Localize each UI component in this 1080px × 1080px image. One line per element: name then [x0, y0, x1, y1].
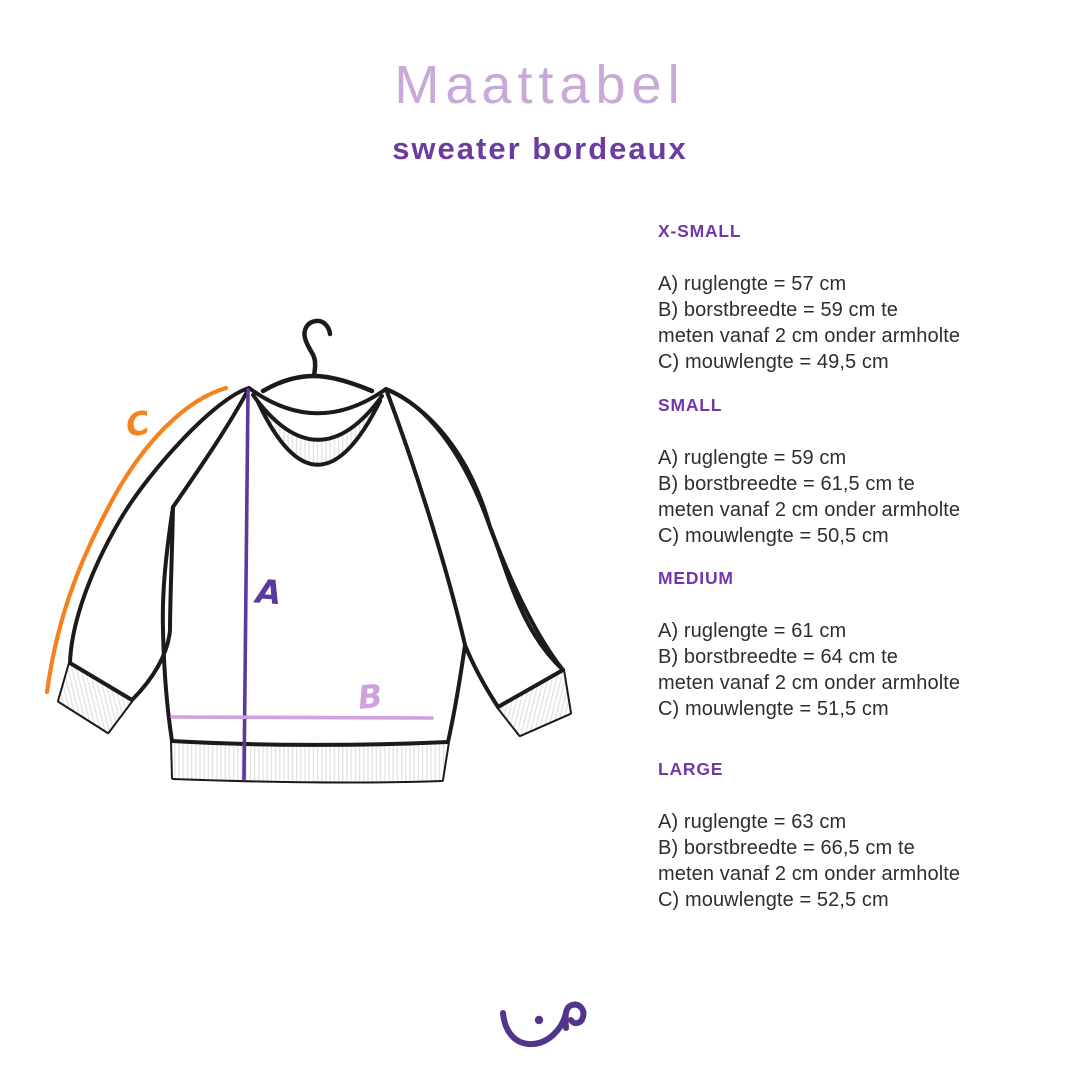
measurement-line: A) ruglengte = 57 cm: [658, 273, 847, 295]
measurement-line: meten vanaf 2 cm onder armholte: [658, 325, 961, 347]
smile-logo-icon: [500, 1001, 587, 1048]
sweater-seams: [68, 386, 565, 747]
size-section-small: SMALL A) ruglengte = 59 cm B) borstbreed…: [658, 396, 1028, 549]
left-cuff-ribbing: [59, 663, 132, 732]
measure-line-a: [242, 388, 250, 781]
measurement-line: meten vanaf 2 cm onder armholte: [658, 499, 961, 521]
measurement-line: C) mouwlengte = 51,5 cm: [658, 698, 889, 720]
measurement-line: meten vanaf 2 cm onder armholte: [658, 672, 961, 694]
measure-label-b: B: [356, 677, 384, 717]
measurement-line: A) ruglengte = 59 cm: [658, 447, 847, 469]
measurement-line: B) borstbreedte = 59 cm te: [658, 299, 898, 321]
measurement-line: C) mouwlengte = 52,5 cm: [658, 889, 889, 911]
measurement-line: B) borstbreedte = 61,5 cm te: [658, 473, 915, 495]
measurement-line: C) mouwlengte = 50,5 cm: [658, 525, 889, 547]
measurement-line: A) ruglengte = 61 cm: [658, 620, 847, 642]
size-section-title: LARGE: [658, 759, 724, 779]
page-subtitle: sweater bordeaux: [392, 131, 688, 166]
measurement-line: A) ruglengte = 63 cm: [658, 811, 847, 833]
measure-label-a: A: [252, 571, 283, 612]
measure-line-c: [44, 385, 229, 695]
measurement-line: C) mouwlengte = 49,5 cm: [658, 351, 889, 373]
measurement-line: meten vanaf 2 cm onder armholte: [658, 863, 961, 885]
size-section-large: LARGE A) ruglengte = 63 cm B) borstbreed…: [658, 760, 1028, 913]
measurement-line: B) borstbreedte = 64 cm te: [658, 646, 898, 668]
sweater-diagram: A B C: [44, 318, 572, 784]
measure-label-c: C: [123, 403, 153, 445]
hanger-icon: [260, 318, 375, 394]
measure-line-b: [170, 715, 434, 720]
hem-ribbing: [172, 741, 448, 782]
size-section-medium: MEDIUM A) ruglengte = 61 cm B) borstbree…: [658, 569, 1028, 722]
size-section-title: MEDIUM: [658, 568, 734, 588]
size-section-title: SMALL: [658, 395, 723, 415]
page-title: Maattabel: [394, 55, 686, 115]
measurement-line: B) borstbreedte = 66,5 cm te: [658, 837, 915, 859]
size-section-xsmall: X-SMALL A) ruglengte = 57 cm B) borstbre…: [658, 222, 1028, 375]
right-cuff-ribbing: [498, 670, 570, 735]
sweater-right-sleeve-edge: [384, 387, 565, 672]
size-section-title: X-SMALL: [658, 221, 742, 241]
